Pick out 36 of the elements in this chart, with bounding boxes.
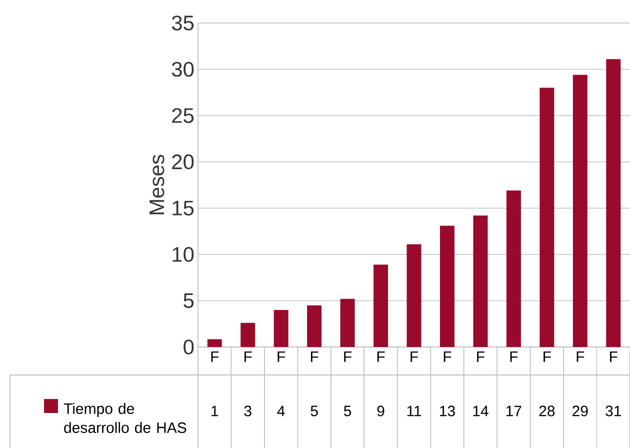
data-label: 3 — [244, 406, 252, 416]
x-tick-label: F — [410, 352, 418, 362]
x-tick-label: F — [544, 352, 551, 362]
x-tick-label: F — [444, 352, 452, 362]
data-label: 5 — [310, 406, 318, 416]
x-tick-label: F — [576, 352, 584, 362]
data-label: 14 — [473, 406, 488, 416]
y-tick-label: 0 — [184, 340, 194, 354]
x-tick-label: F — [211, 352, 219, 362]
y-tick-label: 10 — [172, 246, 194, 262]
data-label: 31 — [606, 406, 621, 416]
x-tick-label: F — [377, 352, 385, 362]
y-tick-label: 25 — [172, 108, 194, 124]
data-label: 28 — [539, 406, 555, 416]
data-label: 11 — [407, 406, 422, 416]
data-label: 5 — [344, 406, 352, 416]
x-tick-label: F — [278, 352, 286, 362]
x-tick-label: F — [244, 352, 252, 362]
data-label: 4 — [277, 406, 285, 416]
x-tick-label: F — [310, 352, 318, 362]
y-tick-label: 15 — [172, 200, 194, 216]
data-label: 17 — [506, 406, 522, 416]
x-tick-label: F — [510, 352, 518, 362]
x-tick-label: F — [610, 352, 618, 362]
legend-label: Tiempo de desarrollo de HAS — [64, 402, 186, 433]
data-label: 9 — [377, 406, 384, 416]
y-axis-title: Meses — [150, 154, 164, 214]
x-tick-label: F — [477, 352, 484, 362]
data-label: 29 — [572, 406, 588, 416]
data-label: 1 — [212, 406, 218, 416]
x-tick-label: F — [344, 352, 352, 362]
data-label: 13 — [440, 406, 455, 416]
y-tick-label: 5 — [184, 293, 194, 308]
y-tick-label: 20 — [172, 154, 194, 170]
y-tick-label: 30 — [172, 62, 194, 77]
y-tick-label: 35 — [172, 16, 194, 30]
